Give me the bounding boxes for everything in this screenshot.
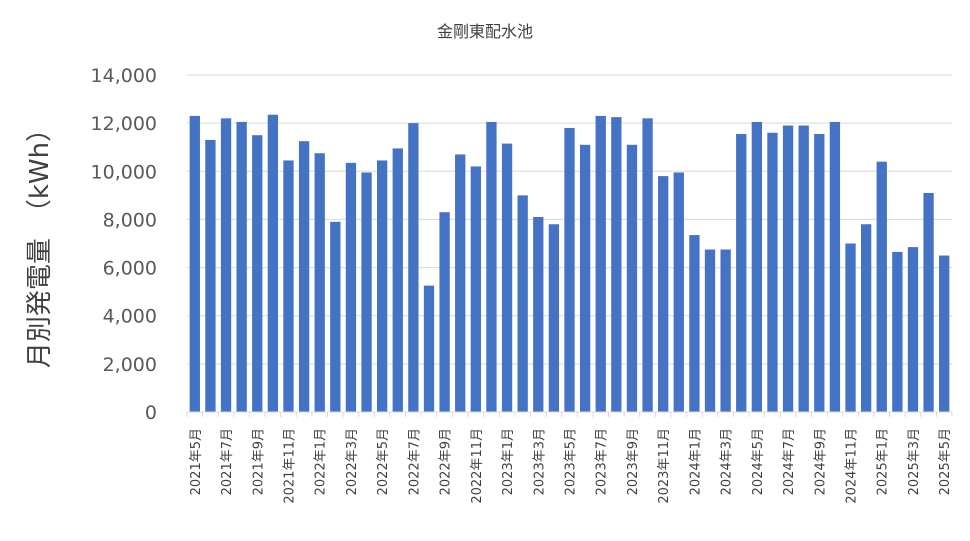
x-tick-label: 2024年1月 — [688, 428, 703, 495]
bar — [939, 255, 950, 412]
bar — [236, 121, 247, 413]
y-tick-label: 12,000 — [91, 113, 157, 135]
bar — [345, 162, 357, 412]
y-tick-label: 10,000 — [91, 161, 157, 183]
bar — [814, 133, 825, 412]
bar — [220, 118, 232, 412]
bar — [455, 154, 466, 412]
bar — [611, 117, 622, 412]
chart-title: 金剛東配水池 — [437, 22, 533, 41]
bar — [392, 148, 403, 413]
bar — [876, 161, 887, 412]
y-tick-label: 14,000 — [91, 65, 157, 87]
bar — [829, 121, 841, 413]
y-tick-label: 2,000 — [103, 354, 157, 376]
bar — [673, 172, 684, 412]
x-tick-label: 2024年7月 — [782, 428, 797, 495]
bar — [626, 144, 638, 413]
bar — [517, 195, 528, 412]
bar — [189, 115, 200, 413]
bar — [267, 114, 279, 412]
x-axis — [186, 411, 953, 417]
bar — [767, 132, 778, 412]
bar — [408, 123, 419, 413]
x-tick-label: 2023年11月 — [657, 428, 672, 504]
x-tick-label: 2025年5月 — [938, 428, 953, 495]
bar — [860, 224, 872, 412]
bar — [907, 247, 919, 412]
bar — [377, 160, 388, 412]
x-tick-label: 2022年11月 — [470, 428, 485, 504]
bar — [736, 133, 747, 412]
bar — [689, 235, 700, 412]
bar — [470, 166, 481, 412]
x-tick-label: 2022年1月 — [314, 428, 329, 495]
bar — [486, 121, 497, 413]
bar — [782, 125, 794, 413]
bar — [595, 115, 606, 413]
bar — [548, 224, 560, 412]
x-tick-label: 2022年7月 — [407, 428, 422, 495]
bar — [361, 172, 372, 412]
bar — [298, 141, 310, 413]
bars — [189, 114, 950, 413]
x-tick-label: 2024年5月 — [751, 428, 766, 495]
y-axis-label: 月別発電量 （kWh） — [25, 116, 55, 368]
bar — [845, 243, 856, 412]
x-tick-label: 2023年1月 — [501, 428, 516, 495]
bar — [798, 125, 809, 413]
x-tick-label: 2022年5月 — [376, 428, 391, 495]
bar — [642, 118, 653, 412]
bar — [923, 192, 934, 412]
x-tick-label: 2021年11月 — [282, 428, 297, 504]
bar — [330, 221, 341, 412]
x-tick-label: 2023年5月 — [564, 428, 579, 495]
x-tick-label: 2024年3月 — [720, 428, 735, 495]
bar — [533, 217, 544, 412]
x-tick-label: 2023年9月 — [626, 428, 641, 495]
x-tick-label: 2022年3月 — [345, 428, 360, 495]
bar — [501, 143, 513, 412]
bar — [704, 249, 716, 412]
bar — [439, 212, 450, 412]
bar — [252, 135, 263, 412]
bar — [564, 127, 575, 412]
bar — [892, 251, 903, 412]
x-tick-label: 2023年3月 — [532, 428, 547, 495]
x-tick-label: 2022年9月 — [439, 428, 454, 495]
x-tick-label: 2021年9月 — [251, 428, 266, 495]
x-tick-label: 2024年9月 — [813, 428, 828, 495]
bar — [314, 153, 325, 412]
x-tick-label: 2023年7月 — [595, 428, 610, 495]
x-tick-label: 2021年5月 — [189, 428, 204, 495]
bar — [423, 285, 435, 412]
y-tick-label: 0 — [145, 402, 157, 424]
x-tick-label: 2025年3月 — [907, 428, 922, 495]
bar — [579, 144, 591, 413]
bar — [658, 176, 669, 412]
bar — [720, 249, 731, 412]
y-tick-label: 8,000 — [103, 209, 157, 231]
bar — [283, 160, 294, 412]
x-axis-ticks: 2021年5月 2021年7月 2021年9月 2021年11月 2022年1月 2022… — [189, 428, 953, 504]
y-axis-ticks: 0 2,000 4,000 6,000 8,000 10,000 12,000 14,000 — [91, 65, 157, 424]
y-tick-label: 6,000 — [103, 258, 157, 280]
bar — [751, 121, 762, 413]
x-tick-label: 2021年7月 — [220, 428, 235, 495]
bar — [205, 139, 216, 412]
x-tick-label: 2024年11月 — [845, 428, 860, 504]
x-tick-label: 2025年1月 — [876, 428, 891, 495]
y-tick-label: 4,000 — [103, 306, 157, 328]
